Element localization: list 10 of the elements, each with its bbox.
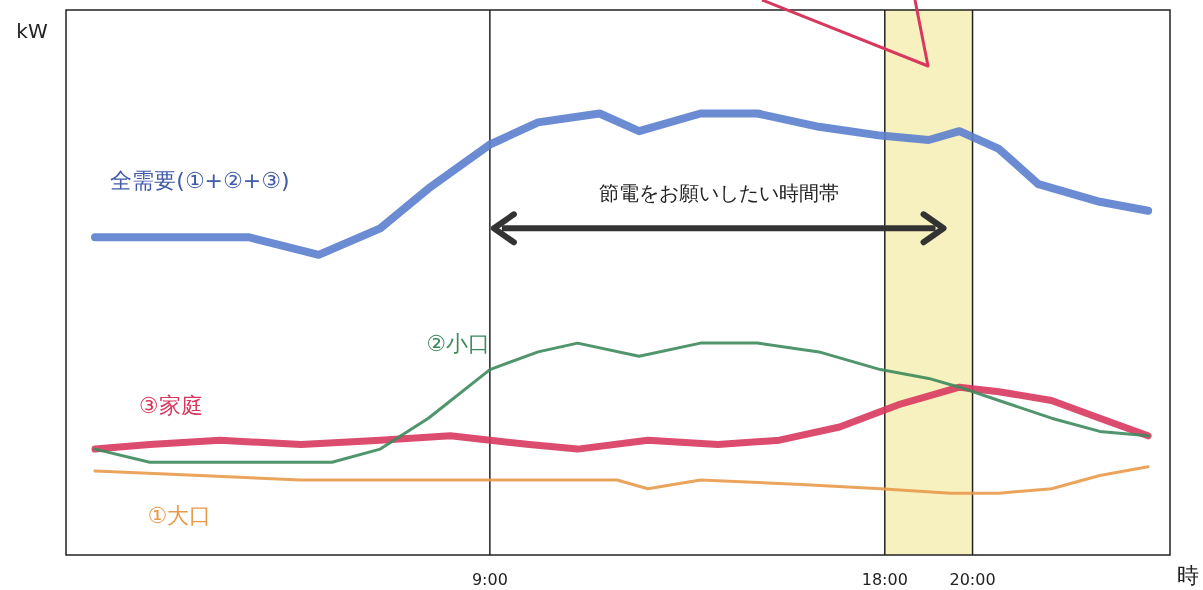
x-tick-label: 20:00 [949, 570, 996, 589]
annotation: 節電をお願いしたい時間帯 [598, 181, 839, 206]
series-label: ①大口 [147, 503, 212, 529]
series-label: ③家庭 [138, 392, 203, 418]
text: 全需要(①+②+③) [110, 167, 290, 193]
y-axis-title: kW [16, 19, 48, 43]
x-tick-label: 18:00 [861, 570, 908, 589]
x-tick-label: 9:00 [471, 570, 508, 589]
series-label: ②小口 [426, 331, 490, 357]
x-axis-title: 時 [1177, 563, 1199, 588]
